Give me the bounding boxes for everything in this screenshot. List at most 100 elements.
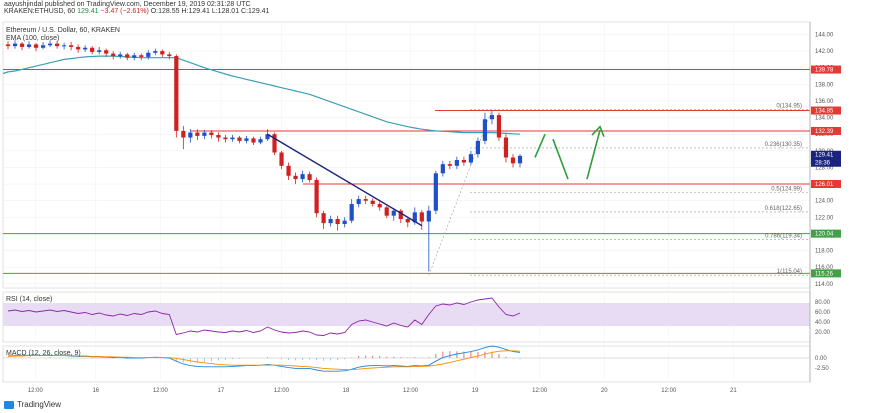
resistance-price-tag: [811, 106, 841, 115]
candle-body: [356, 199, 361, 205]
price-change: −3.47 (−2.61%): [100, 8, 149, 15]
fib-label: 0(134.95): [776, 104, 802, 110]
time-tick-label: 19: [472, 388, 479, 394]
price-tick-label: 122.00: [815, 215, 834, 221]
support-price-label: 120.04: [815, 232, 834, 238]
candle-body: [426, 210, 431, 222]
price-tick-label: 118.00: [815, 249, 834, 255]
candle-body: [167, 54, 172, 57]
macd-pane-border: [2, 345, 811, 383]
price-tick-label: 136.00: [815, 99, 834, 105]
candle-body: [26, 44, 32, 47]
price-tick-label: 128.00: [815, 165, 834, 171]
tradingview-logo[interactable]: TradingView: [4, 400, 61, 409]
candle-body: [517, 155, 523, 164]
tradingview-icon: [4, 400, 14, 409]
fib-diagonal: [428, 109, 493, 276]
time-tick-label: 12:00: [532, 388, 548, 394]
candle-body: [251, 138, 256, 143]
candle-body: [405, 219, 410, 223]
candle-body: [461, 159, 466, 163]
rsi-legend[interactable]: RSI (14, close): [6, 296, 53, 303]
rsi-tick-label: 20.00: [815, 330, 831, 336]
time-tick-label: 12:00: [403, 388, 419, 394]
candle-body: [153, 51, 158, 53]
candle-body: [111, 53, 116, 57]
candle-body: [293, 175, 298, 180]
candle-body: [398, 210, 403, 220]
macd-tick-label: -2.50: [815, 366, 829, 372]
macd-signal-line: [7, 350, 521, 371]
candle-body: [391, 210, 396, 216]
last-price: 129.41: [77, 8, 99, 15]
time-axis[interactable]: 12:00 16 12:00 17 12:00 18 12:00 19 12:00 20 12:00…: [28, 388, 738, 394]
rsi-tick-label: 60.00: [815, 310, 831, 316]
candle-body: [40, 45, 46, 48]
candle-body: [300, 174, 305, 180]
candle-body: [321, 213, 326, 224]
support-price-label: 115.26: [815, 271, 834, 277]
candle-body: [433, 173, 438, 211]
price-levels: [3, 69, 810, 274]
candle-body: [419, 212, 424, 222]
price-tick-label: 114.00: [815, 282, 834, 288]
candle-body: [54, 43, 60, 47]
rsi-tick-label: 80.00: [815, 300, 831, 306]
candle-body: [349, 204, 354, 221]
publish-header: aayushjindal published on TradingView.co…: [4, 1, 269, 15]
candle-body: [335, 219, 340, 224]
candle-body: [69, 45, 74, 47]
resistance-price-label: 134.85: [815, 109, 834, 115]
price-tick-label: 116.00: [815, 265, 834, 271]
candle-body: [174, 56, 179, 131]
time-tick-label: 12:00: [661, 388, 677, 394]
candle-body: [496, 115, 502, 138]
candle-body: [83, 47, 88, 50]
candle-body: [489, 115, 495, 120]
candle-body: [223, 137, 228, 140]
candle-body: [209, 132, 214, 136]
price-pane-border: [2, 21, 811, 289]
price-axis[interactable]: 144.00142.00140.00138.00136.00134.00132.…: [809, 22, 841, 382]
resistance-price-label: 132.39: [815, 129, 834, 135]
candle-body: [146, 52, 151, 57]
bar-timer-label: 28:36: [815, 161, 831, 167]
time-tick-label: 21: [730, 388, 737, 394]
resistance-price-label: 139.78: [815, 68, 834, 74]
time-tick-label: 16: [92, 388, 99, 394]
ema-legend[interactable]: EMA (100, close): [6, 35, 60, 42]
pane-title: Ethereum / U.S. Dollar, 60, KRAKEN: [6, 27, 120, 34]
candle-body: [475, 140, 481, 155]
price-tick-label: 144.00: [815, 32, 834, 38]
candle-body: [216, 135, 221, 138]
candle-body: [468, 154, 474, 163]
candle-body: [363, 199, 368, 201]
time-tick-label: 12:00: [274, 388, 290, 394]
rsi-series: [7, 297, 521, 336]
candle-body: [314, 179, 319, 214]
publish-info: aayushjindal published on TradingView.co…: [4, 1, 251, 8]
candle-body: [118, 54, 123, 57]
candle-body: [33, 44, 39, 48]
fib-label: 1(115.04): [777, 269, 802, 275]
candle-body: [139, 55, 144, 57]
brand-name: TradingView: [17, 400, 62, 409]
price-tick-label: 132.00: [815, 132, 834, 138]
macd-legend[interactable]: MACD (12, 26, close, 9): [6, 350, 81, 357]
time-tick-label: 20: [601, 388, 608, 394]
candle-body: [202, 132, 207, 136]
candle-body: [377, 204, 382, 208]
rsi-line: [7, 297, 521, 336]
current-price-label: 129.41: [815, 153, 834, 159]
candle-body: [62, 45, 67, 47]
candles: [5, 40, 523, 272]
candle-body: [76, 46, 81, 50]
candle-body: [412, 212, 417, 223]
candle-body: [12, 43, 18, 47]
candle-body: [125, 54, 130, 58]
projection-arrows: [534, 125, 605, 180]
candle-body: [244, 138, 249, 141]
time-tick-label: 17: [218, 388, 225, 394]
candle-body: [258, 139, 263, 143]
current-price-tag: [811, 150, 841, 167]
